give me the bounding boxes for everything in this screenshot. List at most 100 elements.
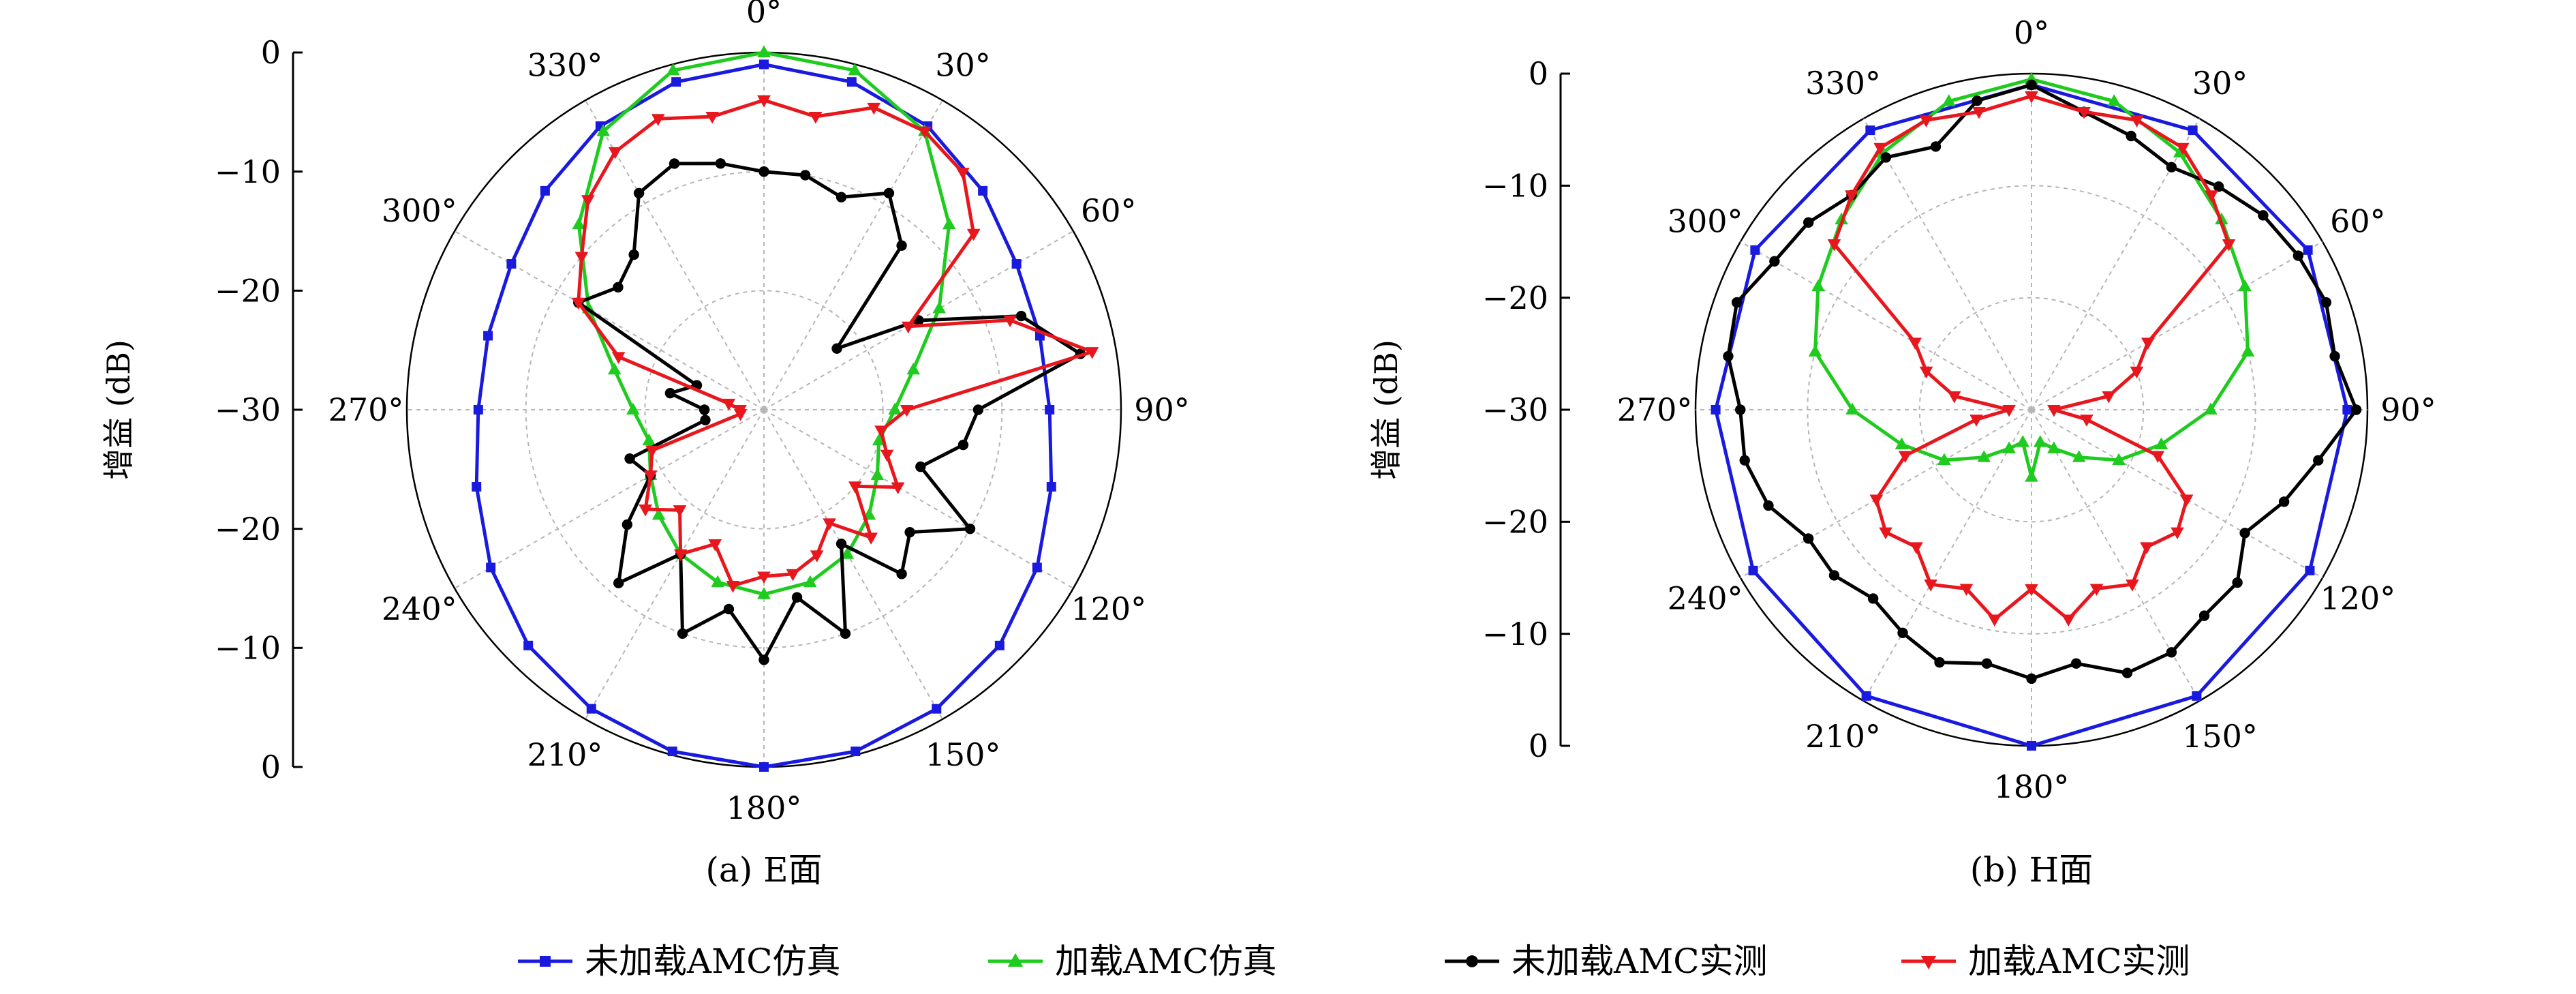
series-point [2303,245,2313,255]
series-point [1861,691,1871,701]
series-point [901,321,915,334]
series-point [2173,145,2187,157]
angle-tick-label: 90° [1134,391,1190,428]
series-point [2080,415,2094,427]
series-point [673,549,688,562]
grid-spoke [454,230,765,410]
series-point [994,640,1005,650]
series-point [2154,437,2168,450]
series-point [645,445,659,458]
series-point [846,77,857,87]
series-point [850,747,861,757]
series-0 [472,59,1056,772]
series-point [1739,455,1750,466]
series-point [840,628,851,639]
series-point [2047,441,2061,453]
radial-tick-label: −20 [215,511,281,547]
series-point [2130,115,2144,127]
series-point [2239,528,2250,539]
series-point [932,704,942,714]
angle-tick-label: 0° [746,0,782,30]
series-point [2070,658,2082,669]
grid-spoke [763,409,1074,589]
radial-tick-label: −20 [215,272,281,309]
series-point [1934,657,1945,668]
series-point [2026,79,2037,91]
legend-swatch-marker [1007,953,1024,967]
series-point [2204,402,2218,415]
radial-tick-label: −10 [1482,167,1548,204]
series-point [2188,125,2198,136]
legend-label: 未加载AMC实测 [1512,942,1768,981]
series-point [671,77,681,87]
angle-tick-label: 90° [2380,391,2436,428]
series-point [874,425,888,438]
series-point [1763,500,1774,511]
series-point [2027,741,2036,751]
series-point [2112,453,2126,465]
panel-h-plane: 0° 30° 60° 90° 120° 150° 180° 210° 240° 270° 300° 3… [1368,14,2436,890]
series-point [964,523,976,534]
angle-tick-label: 30° [935,46,991,83]
legend-label: 加载AMC仿真 [1055,942,1277,981]
series-point [1827,239,1841,252]
series-point [611,352,626,364]
series-point [906,362,921,375]
series-point [2025,91,2038,104]
series-point [571,297,585,310]
series-point [2342,405,2352,415]
series-3 [1827,91,2236,627]
panel-e-plane: 0° 30° 60° 90° 120° 150° 180° 210° 240° 270° 300° 3… [100,0,1190,890]
series-point [2313,455,2324,466]
series-point [1032,562,1042,573]
series-point [639,504,652,517]
series-point [2016,435,2030,447]
series-point [2215,212,2228,225]
angle-tick-label: 210° [1805,718,1881,755]
series-point [1723,350,1734,362]
series-point [2192,691,2202,701]
angle-tick-label: 180° [1994,768,2070,805]
y-axis-label: 增益 (dB) [100,340,137,480]
series-point [918,126,932,139]
series-point [883,187,895,199]
legend-swatch-marker [540,956,551,967]
series-point [1897,627,1908,639]
series-point [1869,494,1884,507]
series-point [673,505,687,517]
angle-tick-label: 30° [2192,65,2248,102]
radial-tick-label: 0 [261,34,281,71]
angle-tick-label: 0° [2014,14,2049,51]
grid-spoke [1740,241,2032,410]
series-point [891,482,905,495]
legend-entry: 未加载AMC仿真 [518,942,841,981]
series-point [1085,347,1099,359]
angle-tick-label: 120° [2320,580,2396,617]
series-point [715,158,726,169]
series-point [915,461,926,472]
angle-tick-label: 270° [1617,391,1693,428]
series-point [651,114,665,126]
panel-caption: (b) H面 [1970,850,2094,890]
series-point [1845,402,1859,415]
series-point [705,111,719,124]
grid-spoke [763,100,943,410]
series-point [2232,577,2243,588]
series-point [1748,565,1758,575]
series-2 [1723,79,2362,684]
legend-entry: 未加载AMC实测 [1445,942,1768,981]
series-point [2025,470,2038,482]
series-point [1942,94,1956,106]
series-point [666,63,680,76]
angle-tick-label: 240° [1668,580,1743,617]
series-point [708,539,722,552]
grid-spoke [763,230,1074,410]
grid-spoke [454,409,765,589]
series-point [722,398,736,411]
series-point [896,240,907,251]
series-point [1910,542,1923,554]
series-point [2026,673,2037,684]
angle-tick-label: 330° [1805,65,1881,102]
series-point [2140,542,2153,554]
